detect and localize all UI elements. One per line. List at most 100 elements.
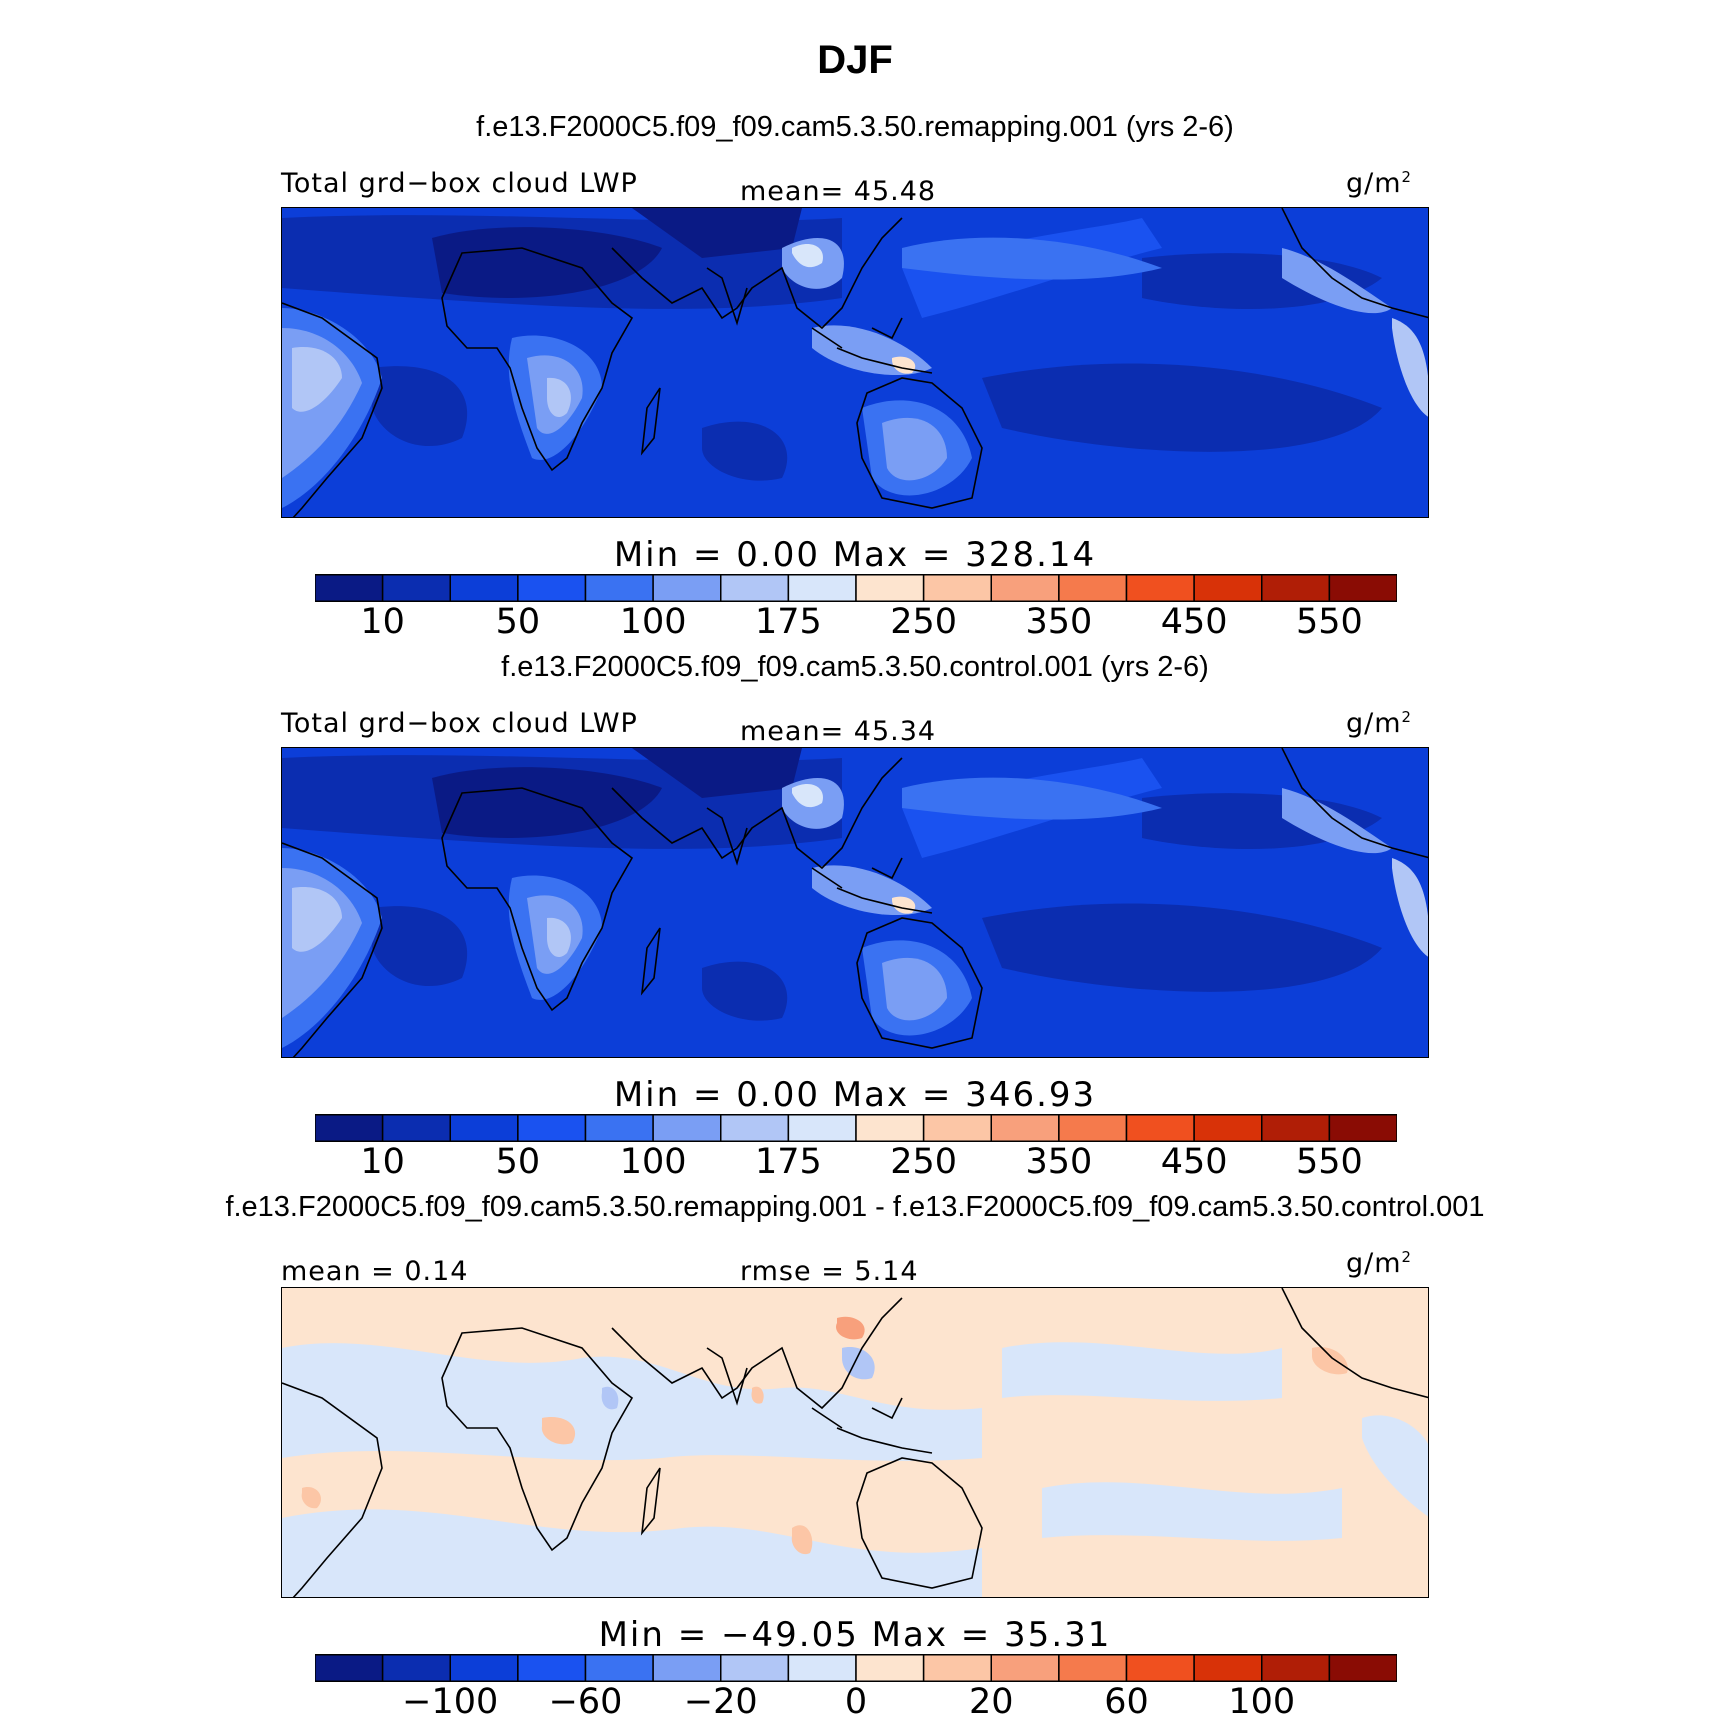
colorbar-box <box>922 1114 993 1142</box>
panel-1-colorbar <box>315 574 1397 602</box>
colorbar-box <box>652 1114 722 1142</box>
colorbar-box <box>449 1654 519 1682</box>
panel-2-colorbar <box>315 1114 1397 1142</box>
colorbar-tick-label: −20 <box>683 1682 758 1722</box>
colorbar-box <box>517 1654 587 1682</box>
panel-1-mean-label: mean= 45.48 <box>740 176 937 207</box>
colorbar-tick-label: 50 <box>495 602 541 642</box>
colorbar-tick-label: 60 <box>1104 1682 1149 1722</box>
colorbar-tick-label: 175 <box>754 602 822 642</box>
colorbar-box <box>1261 574 1331 602</box>
coastline <box>811 857 933 914</box>
coastline <box>640 387 661 456</box>
coastline <box>811 1397 933 1454</box>
colorbar-box <box>787 574 857 602</box>
colorbar-box <box>855 1114 925 1142</box>
panel-3-mean-label: mean = 0.14 <box>281 1256 469 1287</box>
figure-title: DJF <box>817 38 893 82</box>
colorbar-box <box>1125 1654 1195 1682</box>
colorbar-box <box>1193 1114 1263 1142</box>
colorbar-box <box>315 1654 384 1682</box>
panel-1-map <box>281 207 1429 518</box>
coastline <box>640 1467 661 1536</box>
colorbar-box <box>381 574 452 602</box>
panel-3-field <box>282 1288 1428 1597</box>
coastline <box>282 842 383 1057</box>
colorbar-box <box>1058 574 1128 602</box>
panel-1-colorbar-ticks: 10 50 100 175 250 350 450 550 <box>315 602 1397 646</box>
coastline <box>611 1297 903 1410</box>
coastline <box>856 377 983 509</box>
colorbar-tick-label: 450 <box>1160 602 1228 642</box>
colorbar-box <box>1328 1654 1397 1682</box>
panel-2-units: g/m2 <box>1346 708 1412 739</box>
colorbar-tick-label: 250 <box>890 1142 958 1182</box>
colorbar-box <box>1193 574 1263 602</box>
colorbar-box <box>381 1114 452 1142</box>
colorbar-box <box>1058 1654 1128 1682</box>
coastline <box>611 217 903 330</box>
panel-1-units: g/m2 <box>1346 168 1412 199</box>
colorbar-tick-label: 100 <box>1228 1682 1296 1722</box>
coastline <box>706 267 748 326</box>
coastline <box>441 247 634 472</box>
coastline <box>811 317 933 374</box>
coastline <box>282 302 383 517</box>
panel-3-rmse-label: rmse = 5.14 <box>740 1256 919 1287</box>
colorbar-box <box>584 1114 654 1142</box>
panel-1-case-title: f.e13.F2000C5.f09_f09.cam5.3.50.remappin… <box>476 111 1234 143</box>
colorbar-box <box>720 1114 790 1142</box>
colorbar-tick-label: 10 <box>360 1142 405 1182</box>
coastline <box>282 1382 383 1597</box>
panel-1-field <box>282 208 1428 517</box>
colorbar-box <box>787 1114 857 1142</box>
colorbar-box <box>787 1654 857 1682</box>
colorbar-tick-label: 550 <box>1295 602 1363 642</box>
colorbar-tick-label: −60 <box>548 1682 623 1722</box>
panel-2-field <box>282 748 1428 1057</box>
colorbar-box <box>517 1114 587 1142</box>
colorbar-box <box>1261 1654 1331 1682</box>
colorbar-tick-label: 10 <box>360 602 405 642</box>
colorbar-box <box>584 574 654 602</box>
colorbar-tick-label: 350 <box>1025 602 1093 642</box>
colorbar-box <box>652 1654 722 1682</box>
coastline <box>1281 748 1428 859</box>
panel-2-case-title: f.e13.F2000C5.f09_f09.cam5.3.50.control.… <box>501 651 1209 683</box>
panel-2-colorbar-ticks: 10 50 100 175 250 350 450 550 <box>315 1142 1397 1186</box>
colorbar-box <box>855 574 925 602</box>
colorbar-tick-label: 20 <box>968 1682 1014 1722</box>
coastline <box>706 807 748 866</box>
colorbar-box <box>1125 574 1195 602</box>
colorbar-box <box>315 574 384 602</box>
coastline <box>640 927 661 996</box>
colorbar-box <box>720 574 790 602</box>
colorbar-box <box>517 574 587 602</box>
colorbar-tick-label: 550 <box>1295 1142 1363 1182</box>
panel-1-variable-label: Total grd−box cloud LWP <box>281 168 638 199</box>
colorbar-tick-label: 100 <box>619 1142 687 1182</box>
colorbar-box <box>855 1654 925 1682</box>
panel-2-map <box>281 747 1429 1058</box>
coastline <box>856 1457 983 1589</box>
colorbar-tick-label: 250 <box>890 602 958 642</box>
colorbar-tick-label: 350 <box>1025 1142 1093 1182</box>
coastline <box>441 787 634 1012</box>
colorbar-box <box>922 1654 993 1682</box>
colorbar-box <box>1193 1654 1263 1682</box>
colorbar-box <box>1058 1114 1128 1142</box>
colorbar-box <box>720 1654 790 1682</box>
colorbar-tick-label: 0 <box>844 1682 868 1722</box>
coastline <box>1281 1288 1428 1399</box>
panel-3-case-title: f.e13.F2000C5.f09_f09.cam5.3.50.remappin… <box>225 1191 1485 1223</box>
colorbar-tick-label: −100 <box>402 1682 499 1722</box>
panel-3-colorbar-ticks: −100 −60 −20 0 20 60 100 <box>315 1682 1397 1722</box>
coastline <box>856 917 983 1049</box>
coastline <box>611 757 903 870</box>
colorbar-box <box>1261 1114 1331 1142</box>
colorbar-box <box>449 1114 519 1142</box>
coastline <box>441 1327 634 1552</box>
coastline <box>706 1347 748 1406</box>
colorbar-tick-label: 175 <box>754 1142 822 1182</box>
colorbar-box <box>381 1654 452 1682</box>
